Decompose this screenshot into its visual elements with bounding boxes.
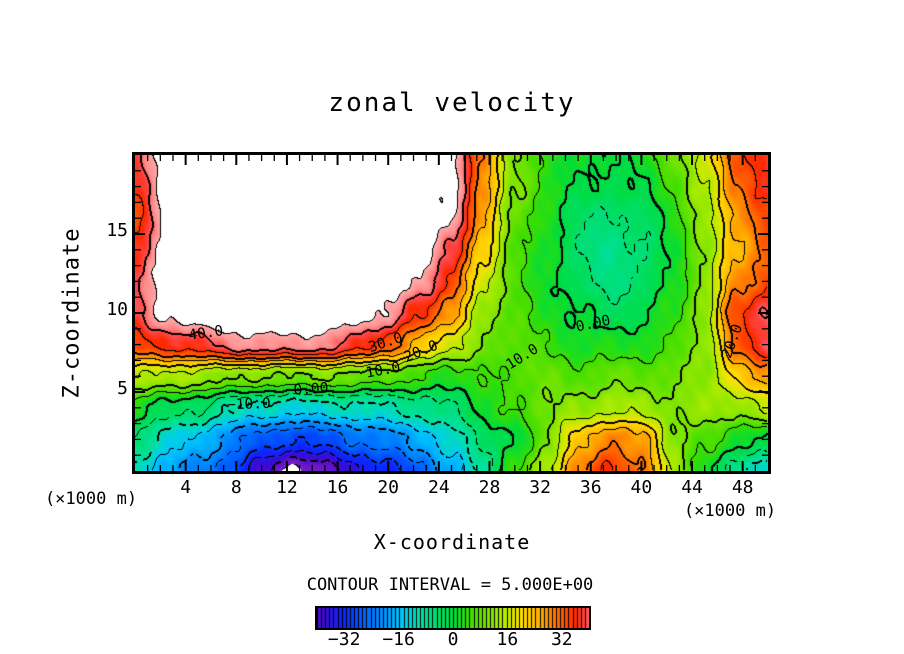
plot-area: 40.0 30.0 20.0 10.0 0.00 −10.0 10.0 0.00 20.0 xyxy=(132,152,771,474)
contour-label: 20.0 xyxy=(719,322,746,360)
x-tick-label: 44 xyxy=(681,477,703,498)
contour-label: 30.0 xyxy=(367,330,405,356)
contour-label: 10.0 xyxy=(503,341,541,373)
x-tick-label: 28 xyxy=(478,477,501,498)
y-axis-label: Z-coordinate xyxy=(59,227,85,399)
contour-label: −10.0 xyxy=(227,396,271,414)
contour-interval-text: CONTOUR INTERVAL = 5.000E+00 xyxy=(306,575,594,595)
y-tick-label: 5 xyxy=(117,378,128,399)
x-tick-label: 32 xyxy=(529,477,551,498)
x-tick-label: 48 xyxy=(731,477,754,498)
x-tick-label: 8 xyxy=(230,477,242,498)
colorbar-canvas xyxy=(317,608,589,628)
x-axis-label: X-coordinate xyxy=(373,530,531,554)
contour-label: 40.0 xyxy=(187,323,224,344)
contour-label: 10.0 xyxy=(365,360,402,382)
chart-title: zonal velocity xyxy=(328,88,576,118)
x-unit-label: (×1000 m) xyxy=(683,501,777,521)
z-unit-label: (×1000 m) xyxy=(44,489,138,509)
colorbar-tick-label: −16 xyxy=(382,629,415,650)
colorbar-tick-label: −32 xyxy=(327,629,361,650)
colorbar-tick-label: 32 xyxy=(550,629,573,650)
contour-label: 20.0 xyxy=(402,338,440,366)
contour-plot-canvas xyxy=(135,155,768,471)
x-tick-label: 20 xyxy=(377,477,400,498)
plot-overlay: 40.0 30.020.010.00.00−10.010.00.00 20.0 xyxy=(135,155,768,471)
x-tick-label: 40 xyxy=(630,477,653,498)
colorbar xyxy=(315,606,591,630)
x-tick-label: 36 xyxy=(579,477,602,498)
x-tick-label: 24 xyxy=(427,477,450,498)
x-tick-label: 12 xyxy=(276,477,298,498)
x-tick-label: 4 xyxy=(180,477,192,498)
y-tick-label: 15 xyxy=(106,220,128,241)
contour-label: 0.00 xyxy=(575,313,612,336)
x-tick-label: 16 xyxy=(326,477,349,498)
colorbar-tick-label: 0 xyxy=(447,629,459,650)
contour-label: 0.00 xyxy=(293,380,329,398)
colorbar-tick-label: 16 xyxy=(496,629,519,650)
y-tick-label: 10 xyxy=(106,299,128,320)
